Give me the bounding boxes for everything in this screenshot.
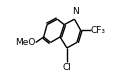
Text: MeO: MeO (15, 38, 35, 47)
Text: N: N (72, 7, 79, 16)
Text: Cl: Cl (62, 63, 71, 72)
Text: CF₃: CF₃ (91, 26, 106, 35)
